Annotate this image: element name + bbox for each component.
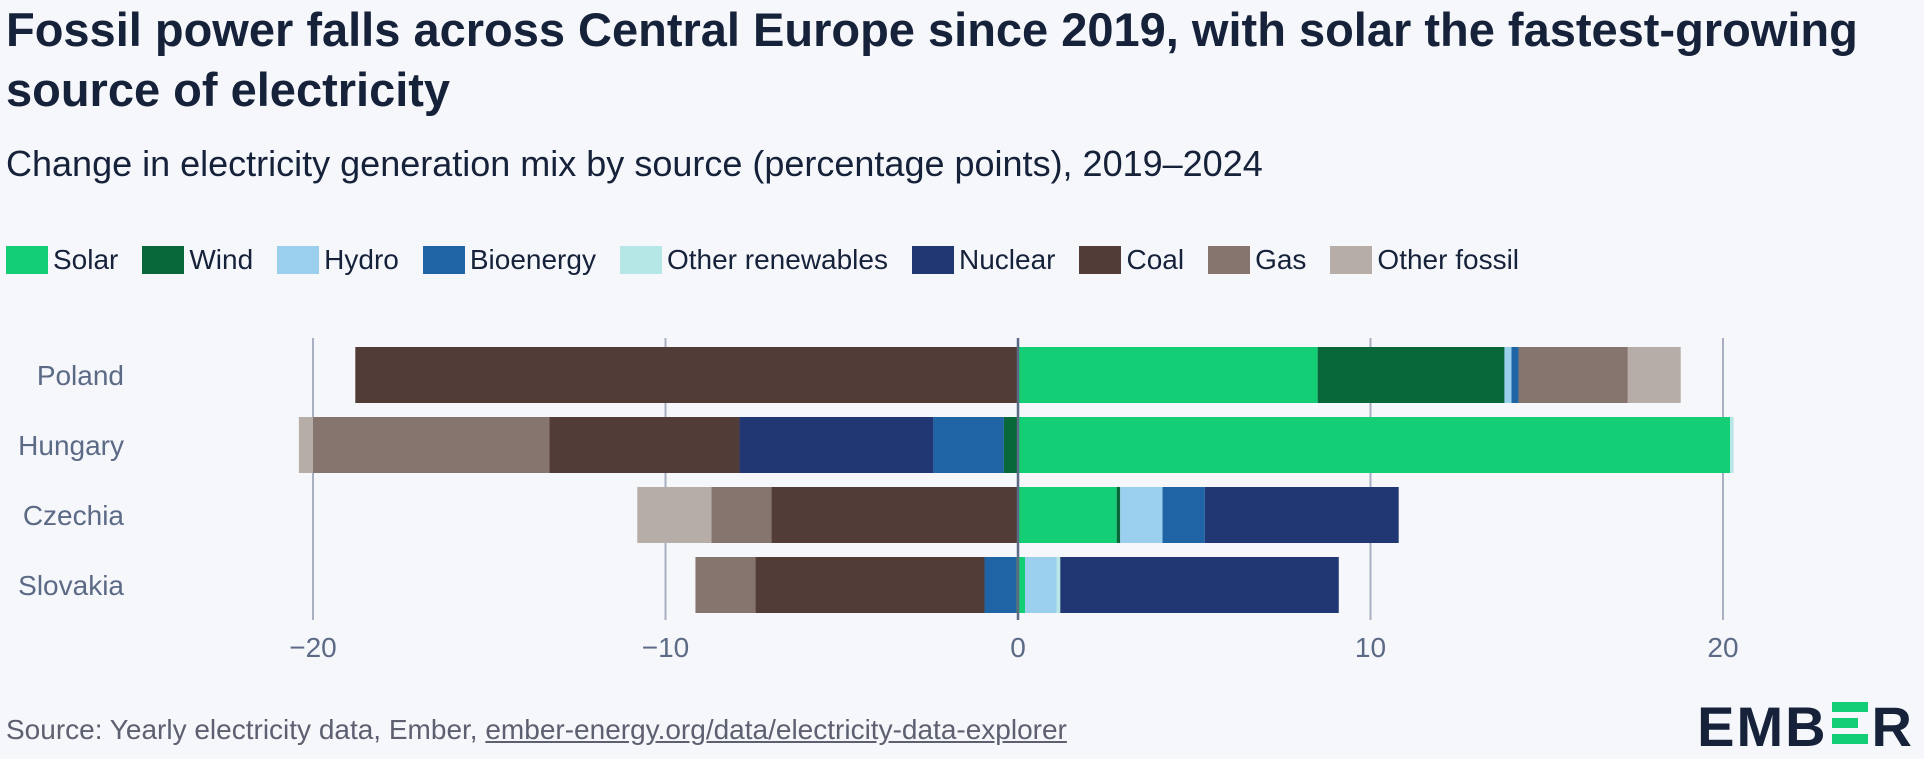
legend-label: Other fossil: [1377, 244, 1520, 275]
category-label-slovakia: Slovakia: [18, 570, 124, 601]
bar-czechia-coal: [771, 487, 1018, 543]
bar-czechia-wind: [1116, 487, 1121, 543]
legend-label: Gas: [1255, 244, 1307, 275]
legend-swatch: [619, 246, 662, 274]
category-label-czechia: Czechia: [23, 500, 125, 531]
legend-label: Solar: [53, 244, 119, 275]
legend-swatch: [1208, 246, 1251, 274]
legend-label: Other renewables: [666, 244, 888, 275]
legend-item-wind[interactable]: Wind: [142, 244, 253, 276]
category-label-poland: Poland: [37, 360, 124, 391]
bar-chart: Poland Hungary Czechia Slovakia −20 −10 0 10 20: [18, 338, 1739, 663]
bar-slovakia-hydro: [1025, 557, 1057, 613]
category-label-hungary: Hungary: [18, 430, 124, 461]
bar-poland-solar: [1018, 347, 1318, 403]
bar-hungary-other-renewables: [1730, 417, 1734, 473]
x-tick-label: 10: [1355, 632, 1386, 663]
legend-item-hydro[interactable]: Hydro: [277, 244, 399, 276]
logo-text-right: R: [1871, 695, 1914, 758]
bar-hungary-bioenergy: [933, 417, 1004, 473]
legend-swatch: [6, 246, 48, 274]
bar-slovakia-gas: [695, 557, 756, 613]
bar-poland-coal: [355, 347, 1018, 403]
source-link[interactable]: ember-energy.org/data/electricity-data-e…: [485, 714, 1067, 745]
legend-item-solar[interactable]: Solar: [6, 244, 118, 276]
bar-hungary-wind: [1003, 417, 1018, 473]
logo-text-left: EMB: [1697, 695, 1828, 758]
bar-hungary-gas: [313, 417, 550, 473]
bar-poland-wind: [1317, 347, 1505, 403]
bar-slovakia-other-renewables: [1056, 557, 1061, 613]
legend-swatch: [422, 246, 465, 274]
bar-czechia-bioenergy: [1162, 487, 1205, 543]
bar-czechia-hydro: [1120, 487, 1163, 543]
logo-wordmark: EMB R: [1697, 694, 1914, 759]
bar-hungary-other-fossil: [298, 417, 313, 473]
source-note: Source: Yearly electricity data, Ember, …: [6, 714, 1067, 746]
legend-swatch: [142, 246, 185, 274]
bar-slovakia-solar: [1018, 557, 1026, 613]
legend-item-coal[interactable]: Coal: [1079, 244, 1184, 276]
chart-title: Fossil power falls across Central Europe…: [6, 3, 1858, 116]
legend: Solar Wind Hydro Bioenergy Other renewables N…: [6, 242, 1543, 278]
source-text: Source: Yearly electricity data, Ember,: [6, 714, 486, 745]
bar-poland-gas: [1518, 347, 1628, 403]
legend-label: Coal: [1126, 244, 1185, 275]
legend-label: Bioenergy: [469, 244, 596, 275]
x-tick-label: −20: [289, 632, 337, 663]
legend-swatch: [1330, 246, 1373, 274]
bar-czechia-nuclear: [1204, 487, 1399, 543]
bar-czechia-gas: [711, 487, 772, 543]
legend-item-bioenergy[interactable]: Bioenergy: [422, 244, 596, 276]
x-tick-label: 20: [1707, 632, 1738, 663]
legend-label: Hydro: [324, 244, 399, 275]
logo-e-mark: [1831, 700, 1868, 746]
bar-czechia-other-fossil: [637, 487, 712, 543]
bar-slovakia-bioenergy: [984, 557, 1017, 613]
legend-swatch: [911, 246, 954, 274]
bar-slovakia-coal: [755, 557, 985, 613]
legend-item-gas[interactable]: Gas: [1208, 244, 1306, 276]
legend-swatch: [277, 246, 320, 274]
bar-slovakia-nuclear: [1060, 557, 1339, 613]
ember-logo: EMB R: [1697, 694, 1914, 759]
x-tick-label: −10: [642, 632, 690, 663]
legend-swatch: [1079, 246, 1122, 274]
legend-item-other-fossil[interactable]: Other fossil: [1330, 244, 1519, 276]
bar-czechia-solar: [1018, 487, 1117, 543]
legend-label: Wind: [189, 244, 254, 275]
chart-subtitle: Change in electricity generation mix by …: [6, 143, 1263, 184]
legend-item-nuclear[interactable]: Nuclear: [911, 244, 1056, 276]
bar-poland-other-fossil: [1627, 347, 1681, 403]
legend-label: Nuclear: [958, 244, 1056, 275]
bar-hungary-coal: [549, 417, 740, 473]
x-tick-label: 0: [1010, 632, 1026, 663]
bar-poland-bioenergy: [1511, 347, 1519, 403]
bar-hungary-solar: [1018, 417, 1731, 473]
legend-item-other-renewables[interactable]: Other renewables: [619, 244, 888, 276]
bar-poland-hydro: [1504, 347, 1512, 403]
bar-hungary-nuclear: [739, 417, 934, 473]
